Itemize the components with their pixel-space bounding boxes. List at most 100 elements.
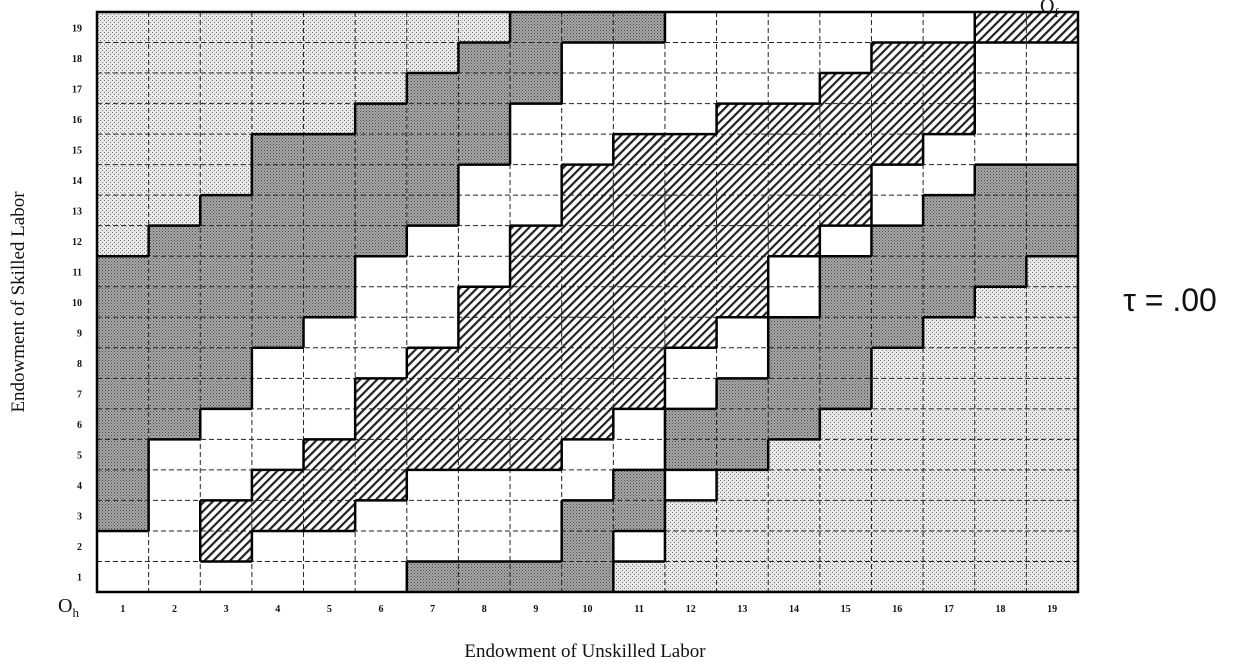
cell [148, 225, 201, 257]
cell [458, 195, 511, 226]
cell [871, 378, 924, 410]
cell [664, 195, 717, 226]
cell [148, 317, 201, 349]
cell [923, 42, 976, 74]
cell [355, 500, 408, 532]
cell [148, 408, 201, 440]
y-tick-label: 12 [72, 237, 82, 248]
cell [458, 134, 511, 165]
cells [97, 12, 1079, 593]
cell [406, 134, 459, 165]
y-tick-label: 2 [77, 542, 82, 553]
cell [406, 42, 459, 74]
cell [97, 164, 149, 196]
cell [303, 317, 356, 349]
cell [613, 469, 666, 501]
cell [251, 103, 304, 135]
cell [303, 500, 356, 532]
cell [1026, 347, 1079, 379]
cell [613, 12, 666, 43]
cell [716, 73, 769, 104]
cell [406, 347, 459, 379]
cell [716, 439, 769, 471]
cell [251, 195, 304, 226]
cell [974, 286, 1027, 318]
cell [251, 530, 304, 562]
cell [97, 42, 149, 74]
cell [768, 103, 821, 135]
x-tick-label: 1 [120, 604, 125, 615]
cell [819, 73, 872, 104]
x-tick-label: 17 [944, 604, 954, 615]
cell [768, 73, 821, 104]
cell [974, 134, 1027, 165]
cell [251, 500, 304, 532]
cell [768, 225, 821, 257]
cell [1026, 317, 1079, 349]
cell [510, 103, 562, 135]
x-tick-label: 2 [172, 604, 177, 615]
cell [871, 103, 924, 135]
cell [871, 256, 924, 288]
cell [251, 225, 304, 257]
cell [974, 164, 1027, 196]
x-tick-label: 5 [327, 604, 332, 615]
cell [561, 439, 614, 471]
cell [510, 408, 562, 440]
cell [716, 286, 769, 318]
cell [97, 469, 149, 501]
cell [974, 561, 1027, 593]
cell [768, 347, 821, 379]
cell [148, 164, 201, 196]
cell [355, 12, 408, 43]
cell [923, 286, 976, 318]
cell [303, 286, 356, 318]
cell [97, 225, 149, 257]
cell [716, 164, 769, 196]
y-tick-label: 11 [73, 267, 82, 278]
cell [871, 225, 924, 257]
y-tick-label: 15 [72, 145, 82, 156]
cell [97, 561, 149, 593]
cell [458, 561, 511, 593]
cell [1026, 195, 1079, 226]
cell [974, 439, 1027, 471]
cell [97, 500, 149, 532]
cell [97, 408, 149, 440]
cell [406, 286, 459, 318]
cell [613, 347, 666, 379]
cell [923, 469, 976, 501]
cell [923, 225, 976, 257]
cell [355, 530, 408, 562]
cell [148, 256, 201, 288]
cell [613, 225, 666, 257]
cell [200, 378, 253, 410]
cell [148, 12, 201, 43]
cell [561, 378, 614, 410]
cell [458, 12, 511, 43]
cell [664, 42, 717, 74]
cell [923, 73, 976, 104]
cell [200, 408, 253, 440]
cell [923, 561, 976, 593]
cell [768, 134, 821, 165]
cell [510, 195, 562, 226]
cell [716, 256, 769, 288]
cell [251, 42, 304, 74]
cell [613, 134, 666, 165]
cell [148, 286, 201, 318]
cell [200, 164, 253, 196]
origin-home: Oh [58, 595, 79, 620]
cell [1026, 225, 1079, 257]
cell [716, 530, 769, 562]
cell [613, 73, 666, 104]
cell [974, 103, 1027, 135]
cell [148, 42, 201, 74]
cell [355, 195, 408, 226]
cell [510, 439, 562, 471]
cell [1026, 12, 1079, 43]
cell [664, 530, 717, 562]
cell [251, 164, 304, 196]
cell [768, 530, 821, 562]
cell [303, 42, 356, 74]
